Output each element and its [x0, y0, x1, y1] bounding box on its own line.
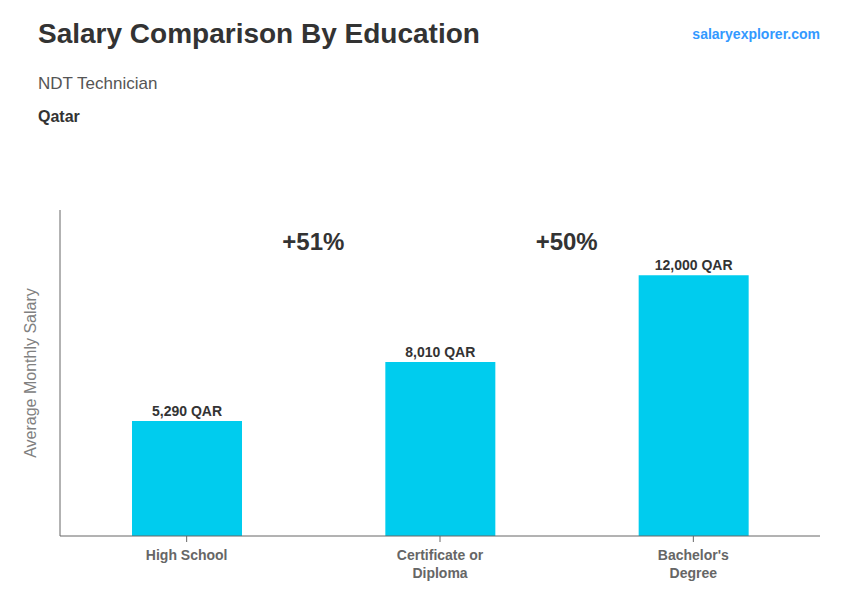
svg-text:8,010 QAR: 8,010 QAR: [405, 344, 475, 360]
svg-text:5,290 QAR: 5,290 QAR: [152, 403, 222, 419]
svg-text:12,000 QAR: 12,000 QAR: [655, 257, 733, 273]
html-text:NDT Technician: NDT Technician: [38, 74, 158, 93]
svg-text:Bachelor'sDegree: Bachelor'sDegree: [658, 547, 729, 581]
html-text:salaryexplorer.com: salaryexplorer.com: [692, 26, 820, 42]
svg-text:Certificate orDiploma: Certificate orDiploma: [397, 547, 484, 581]
html-text:+51%: +51%: [282, 228, 345, 255]
html-text:Salary Comparison By Education: Salary Comparison By Education: [38, 18, 480, 49]
svg-text:Average Monthly Salary: Average Monthly Salary: [22, 288, 39, 458]
svg-text:High School: High School: [146, 547, 228, 563]
html-text:+50%: +50%: [535, 228, 598, 255]
html-text:Qatar: Qatar: [38, 108, 80, 125]
